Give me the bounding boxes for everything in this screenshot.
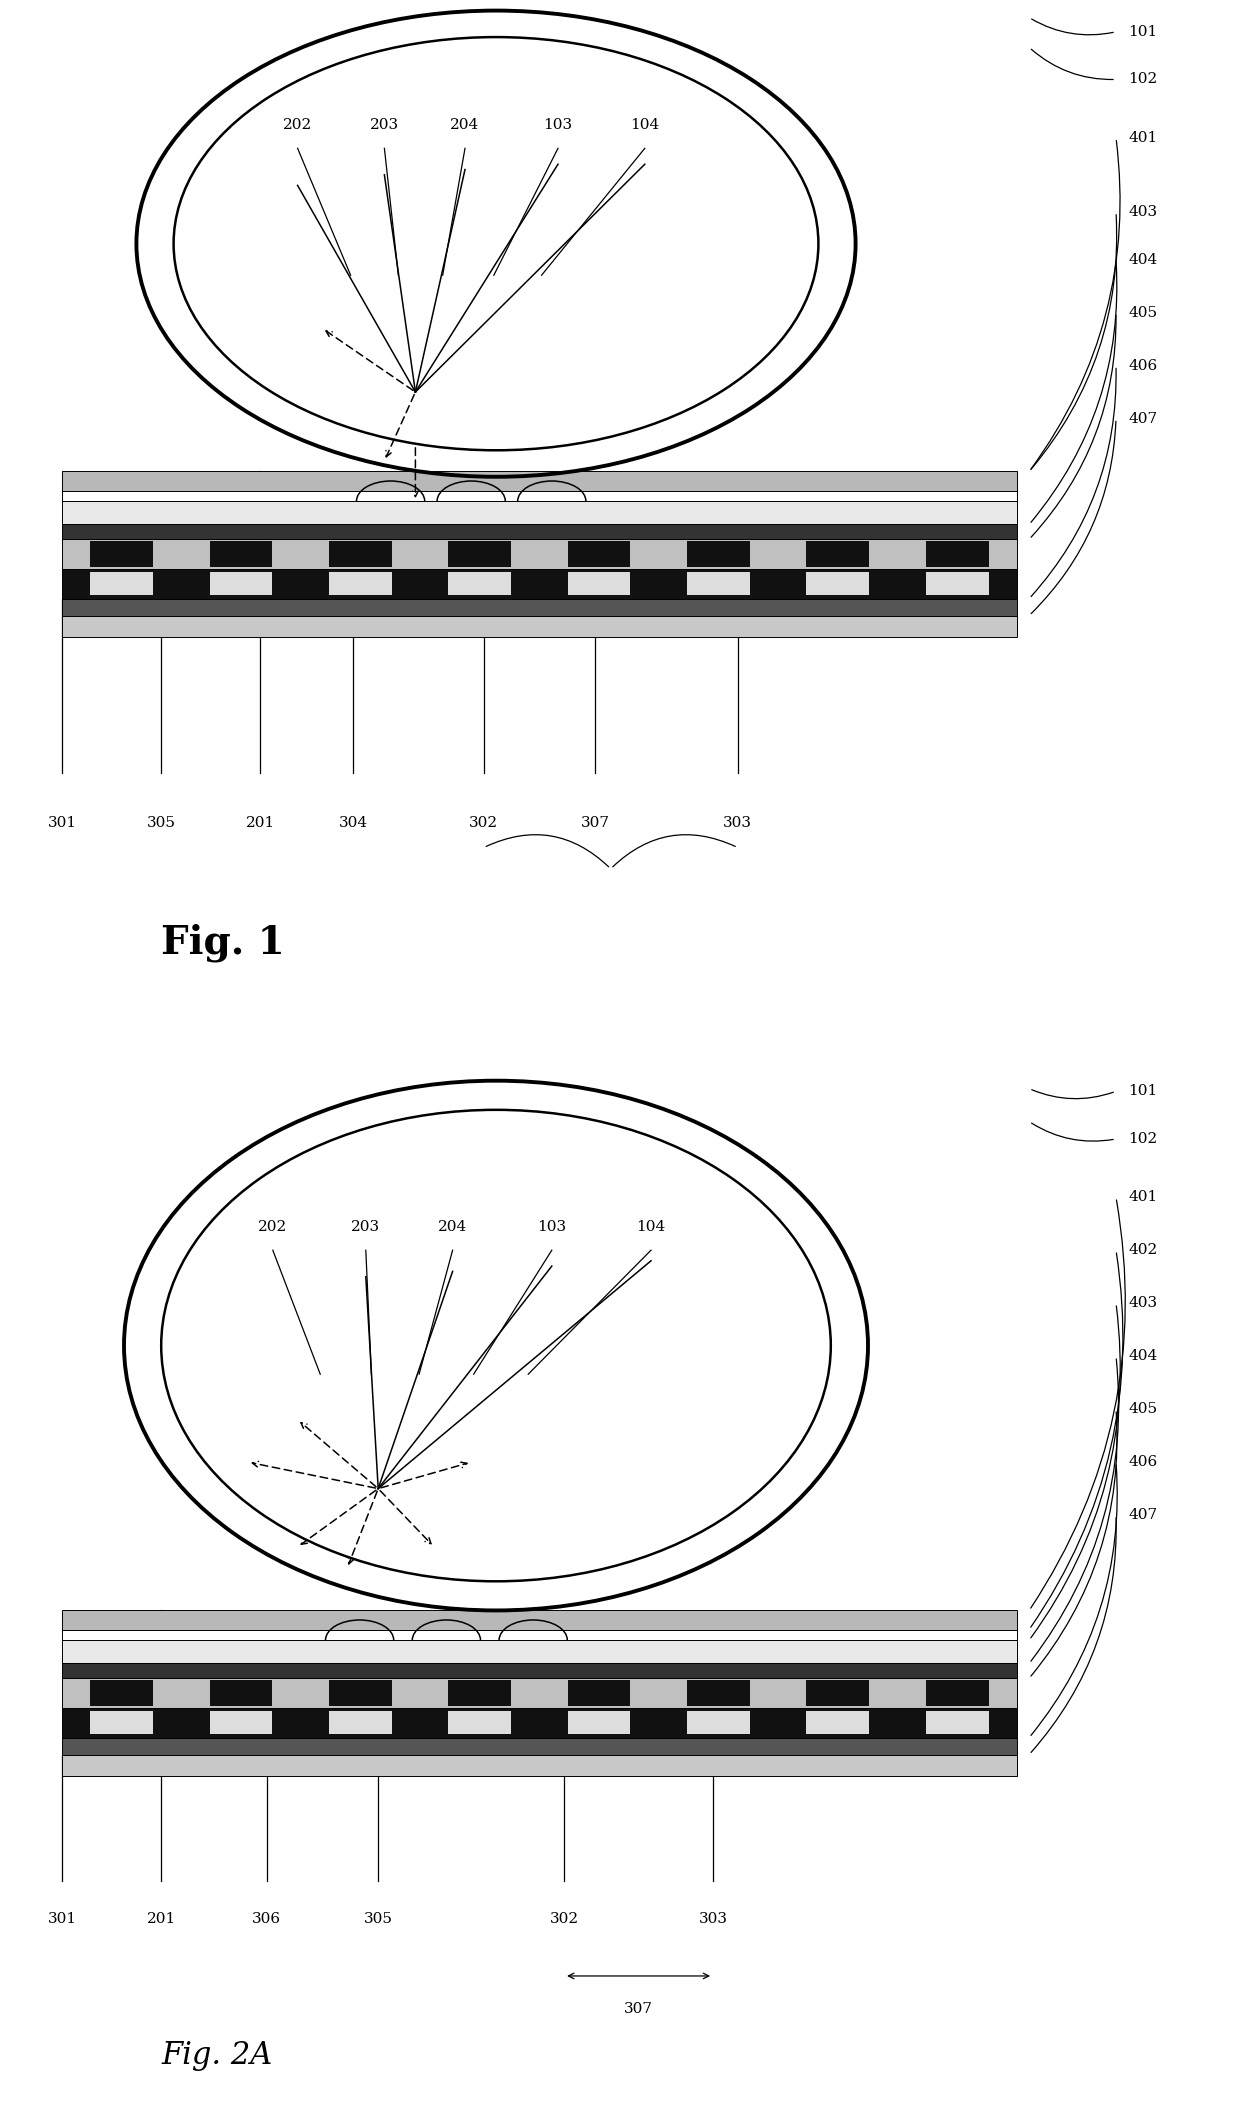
- Bar: [329, 1712, 392, 1733]
- Bar: [568, 572, 630, 595]
- Bar: [62, 470, 1017, 489]
- Text: 104: 104: [636, 1221, 666, 1233]
- Bar: [568, 540, 630, 566]
- Text: 103: 103: [543, 119, 573, 131]
- Bar: [62, 492, 1017, 502]
- Bar: [91, 1712, 153, 1733]
- Text: 306: 306: [252, 1911, 281, 1926]
- Bar: [210, 572, 273, 595]
- Bar: [568, 1680, 630, 1706]
- Bar: [62, 1640, 1017, 1663]
- Text: 305: 305: [146, 816, 176, 831]
- Text: 101: 101: [1128, 25, 1158, 38]
- Bar: [62, 1630, 1017, 1640]
- Bar: [806, 1680, 869, 1706]
- Bar: [210, 1680, 273, 1706]
- Bar: [62, 1708, 1017, 1738]
- Bar: [926, 572, 988, 595]
- Text: 406: 406: [1128, 358, 1158, 373]
- Text: 404: 404: [1128, 1350, 1158, 1363]
- Text: 201: 201: [246, 816, 275, 831]
- Text: 404: 404: [1128, 252, 1158, 267]
- Text: 302: 302: [549, 1911, 579, 1926]
- Bar: [62, 568, 1017, 598]
- Text: 406: 406: [1128, 1456, 1158, 1468]
- Text: 302: 302: [469, 816, 498, 831]
- Text: 202: 202: [258, 1221, 288, 1233]
- Bar: [449, 1680, 511, 1706]
- Text: 405: 405: [1128, 1403, 1157, 1415]
- Bar: [329, 572, 392, 595]
- Bar: [926, 540, 988, 566]
- Bar: [449, 540, 511, 566]
- Bar: [62, 1755, 1017, 1776]
- Bar: [62, 1663, 1017, 1678]
- Bar: [568, 1712, 630, 1733]
- Text: 102: 102: [1128, 72, 1158, 87]
- Bar: [91, 572, 153, 595]
- Bar: [62, 615, 1017, 636]
- Text: 307: 307: [624, 2002, 653, 2017]
- Bar: [687, 540, 750, 566]
- Text: 307: 307: [580, 816, 610, 831]
- Text: Fig. 1: Fig. 1: [161, 924, 285, 962]
- Text: 401: 401: [1128, 131, 1158, 144]
- Text: 403: 403: [1128, 206, 1157, 218]
- Bar: [62, 1678, 1017, 1708]
- Bar: [329, 540, 392, 566]
- Text: 301: 301: [47, 816, 77, 831]
- Text: 303: 303: [723, 816, 753, 831]
- Text: Fig. 2A: Fig. 2A: [161, 2041, 273, 2070]
- Text: 301: 301: [47, 1911, 77, 1926]
- Text: 403: 403: [1128, 1297, 1157, 1310]
- Bar: [62, 1738, 1017, 1755]
- Text: 103: 103: [537, 1221, 567, 1233]
- Bar: [926, 1712, 988, 1733]
- Text: 405: 405: [1128, 305, 1157, 320]
- Bar: [329, 1680, 392, 1706]
- Bar: [806, 1712, 869, 1733]
- Text: 203: 203: [351, 1221, 381, 1233]
- Text: 401: 401: [1128, 1191, 1158, 1204]
- Bar: [62, 538, 1017, 568]
- Text: 303: 303: [698, 1911, 728, 1926]
- Bar: [210, 1712, 273, 1733]
- Bar: [449, 1712, 511, 1733]
- Text: 204: 204: [438, 1221, 467, 1233]
- Bar: [210, 540, 273, 566]
- Bar: [449, 572, 511, 595]
- Bar: [62, 1610, 1017, 1630]
- Bar: [62, 523, 1017, 538]
- Bar: [62, 598, 1017, 615]
- Text: 407: 407: [1128, 1509, 1157, 1521]
- Text: 402: 402: [1128, 1244, 1158, 1257]
- Text: 203: 203: [370, 119, 399, 131]
- Bar: [806, 540, 869, 566]
- Text: 204: 204: [450, 119, 480, 131]
- Text: 201: 201: [146, 1911, 176, 1926]
- Bar: [806, 572, 869, 595]
- Bar: [62, 500, 1017, 523]
- Bar: [91, 1680, 153, 1706]
- Bar: [687, 572, 750, 595]
- Bar: [687, 1680, 750, 1706]
- Bar: [687, 1712, 750, 1733]
- Text: 104: 104: [630, 119, 660, 131]
- Bar: [91, 540, 153, 566]
- Text: 305: 305: [363, 1911, 393, 1926]
- Text: 304: 304: [339, 816, 368, 831]
- Text: 202: 202: [283, 119, 312, 131]
- Text: 407: 407: [1128, 411, 1157, 426]
- Bar: [926, 1680, 988, 1706]
- Text: 102: 102: [1128, 1132, 1158, 1146]
- Text: 101: 101: [1128, 1085, 1158, 1098]
- Bar: [558, 1708, 719, 1755]
